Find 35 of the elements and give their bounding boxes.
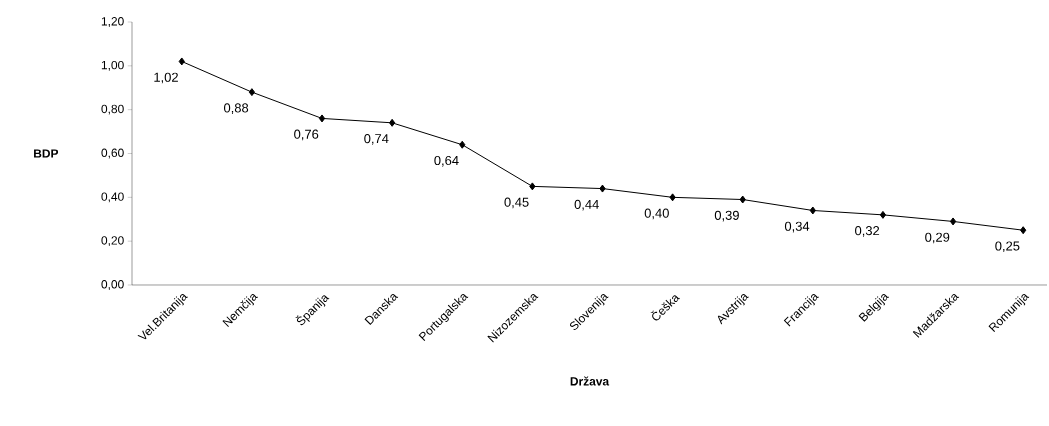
data-label: 0,32 xyxy=(855,226,880,237)
data-label: 0,34 xyxy=(784,221,810,233)
data-label: 0,76 xyxy=(294,129,319,141)
data-label: 0,39 xyxy=(714,210,739,222)
y-tick-label: 1,00 xyxy=(101,60,124,71)
data-label: 0,44 xyxy=(574,199,599,211)
data-label: 0,64 xyxy=(434,155,459,167)
point xyxy=(459,140,466,149)
point xyxy=(739,195,746,204)
data-label: 0,88 xyxy=(224,103,249,115)
point xyxy=(879,210,887,219)
y-axis-title: BDP xyxy=(34,149,59,158)
data-label: 0,40 xyxy=(644,208,669,220)
x-axis-title: Država xyxy=(570,376,610,386)
data-label: 0,74 xyxy=(364,134,389,145)
point xyxy=(809,206,816,215)
point xyxy=(389,118,396,127)
y-tick-label: 0,60 xyxy=(101,148,124,159)
y-tick-label: 1,20 xyxy=(101,17,124,27)
data-label: 1,02 xyxy=(154,72,178,84)
data-label: 0,25 xyxy=(995,241,1020,253)
point xyxy=(529,182,536,191)
point xyxy=(178,57,185,66)
point xyxy=(248,88,256,97)
point xyxy=(318,114,326,123)
point xyxy=(1020,226,1027,235)
point xyxy=(949,217,957,226)
data-label: 0,29 xyxy=(925,232,950,244)
data-label: 0,45 xyxy=(504,197,529,209)
point xyxy=(669,193,676,202)
y-tick-label: 0,20 xyxy=(101,236,124,247)
y-tick-label: 0,00 xyxy=(101,280,124,290)
y-tick-label: 0,80 xyxy=(101,104,124,115)
point xyxy=(599,184,606,193)
y-tick-label: 0,40 xyxy=(101,192,124,203)
